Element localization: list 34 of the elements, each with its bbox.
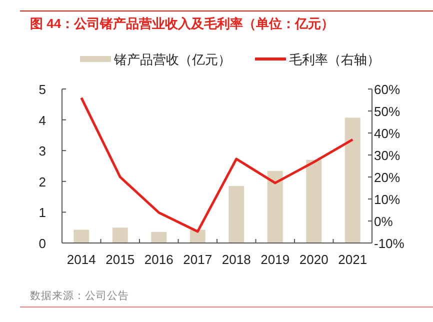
bar <box>306 160 322 243</box>
y2-tick-label: 0% <box>374 214 394 229</box>
bar <box>344 118 360 243</box>
x-tick-label: 2015 <box>106 252 135 267</box>
bar <box>267 170 283 243</box>
y2-tick-label: 40% <box>374 126 400 141</box>
x-tick-label: 2019 <box>260 252 290 267</box>
y-tick-label: 5 <box>38 82 46 97</box>
legend-label: 毛利率（右轴） <box>289 52 380 67</box>
x-tick-label: 2014 <box>66 252 96 267</box>
y2-tick-label: 10% <box>374 192 400 207</box>
bar <box>74 230 90 243</box>
x-tick-label: 2020 <box>299 252 328 267</box>
y2-tick-label: 20% <box>374 170 400 185</box>
x-tick-label: 2016 <box>144 252 174 267</box>
y2-tick-label: -10% <box>374 236 405 251</box>
line-series <box>80 96 354 233</box>
x-tick-label: 2018 <box>222 252 251 267</box>
y2-tick-label: 30% <box>374 148 400 163</box>
bar <box>112 228 128 243</box>
y2-tick-label: 50% <box>374 104 400 119</box>
legend-label: 锗产品营收（亿元） <box>113 52 231 67</box>
y-tick-label: 2 <box>38 174 46 190</box>
y2-tick-label: 60% <box>374 82 400 97</box>
bar <box>228 186 244 243</box>
source-note: 数据来源：公司公告 <box>30 289 129 302</box>
y-tick-label: 4 <box>38 112 46 128</box>
bar <box>151 232 167 243</box>
y-tick-label: 0 <box>38 236 46 251</box>
y-tick-label: 3 <box>38 144 46 159</box>
x-tick-label: 2017 <box>183 252 212 267</box>
chart-title: 图 44：公司锗产品营业收入及毛利率（单位：亿元） <box>30 16 334 31</box>
y-tick-label: 1 <box>38 205 46 220</box>
x-tick-label: 2021 <box>338 252 368 267</box>
